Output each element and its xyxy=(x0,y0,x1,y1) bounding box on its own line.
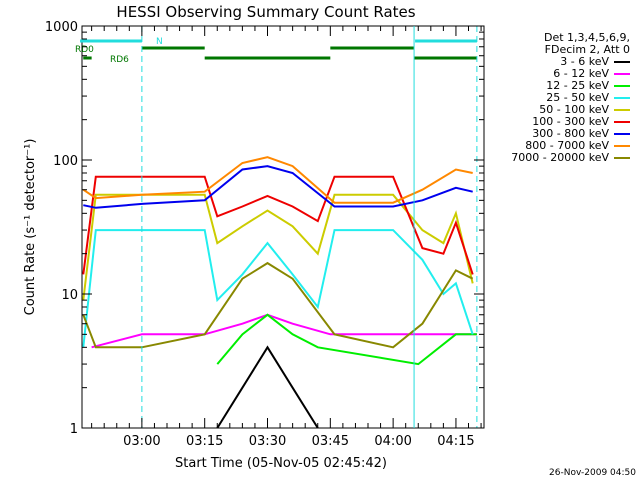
legend-swatch-4 xyxy=(614,109,630,111)
legend-swatch-7 xyxy=(614,145,630,147)
legend-label-4: 50 - 100 keV xyxy=(539,103,609,116)
legend-header-1: FDecim 2, Att 0 xyxy=(544,43,630,56)
legend-entry-4: 50 - 100 keV xyxy=(539,104,630,115)
legend-label-2: 12 - 25 keV xyxy=(546,79,609,92)
series-line-2 xyxy=(216,313,477,366)
series-line-6 xyxy=(83,165,473,209)
legend-label-5: 100 - 300 keV xyxy=(532,115,609,128)
y-axis-label: Count Rate (s⁻¹ detector⁻¹) xyxy=(23,139,38,316)
y-tick-label-2: 100 xyxy=(53,154,78,169)
legend-entry-8: 7000 - 20000 keV xyxy=(511,152,630,163)
flag-rd6-label: RD6 xyxy=(110,55,129,65)
legend-entry-2: 12 - 25 keV xyxy=(546,80,630,91)
series-line-4 xyxy=(82,193,474,301)
legend-label-0: 3 - 6 keV xyxy=(560,55,609,68)
series-line-1 xyxy=(91,313,477,349)
legend-label-1: 6 - 12 keV xyxy=(553,67,609,80)
y-tick-label-1: 10 xyxy=(61,288,78,303)
axes-layer: 1 10 100 1000 03:00 03:15 03:30 03:45 04:00 04:15 xyxy=(45,20,484,449)
series-layer xyxy=(82,156,477,429)
flags-layer: N RD0 RD6 xyxy=(75,26,478,428)
legend-label-7: 800 - 7000 keV xyxy=(525,139,609,152)
x-axis-label: Start Time (05-Nov-05 02:45:42) xyxy=(175,456,387,471)
legend-entry-5: 100 - 300 keV xyxy=(532,116,630,127)
legend-label-6: 300 - 800 keV xyxy=(532,127,609,140)
legend-swatch-6 xyxy=(614,133,630,135)
x-tick-label-2: 03:30 xyxy=(249,434,286,449)
series-line-8 xyxy=(82,261,474,349)
x-tick-label-0: 03:00 xyxy=(123,434,160,449)
legend-swatch-5 xyxy=(614,121,630,123)
legend-entry-0: 3 - 6 keV xyxy=(560,56,630,67)
legend-entry-6: 300 - 800 keV xyxy=(532,128,630,139)
x-tick-label-5: 04:15 xyxy=(437,434,474,449)
flag-n-label: N xyxy=(156,37,163,47)
legend-label-3: 25 - 50 keV xyxy=(546,91,609,104)
series-line-7 xyxy=(82,156,473,204)
legend-entry-7: 800 - 7000 keV xyxy=(525,140,630,151)
legend-swatch-0 xyxy=(614,61,630,63)
series-line-0 xyxy=(216,345,319,429)
flag-rd0-label: RD0 xyxy=(75,45,94,55)
legend-entry-3: 25 - 50 keV xyxy=(546,92,630,103)
legend-swatch-8 xyxy=(614,157,630,159)
x-tick-label-1: 03:15 xyxy=(186,434,223,449)
x-tick-label-3: 03:45 xyxy=(312,434,349,449)
y-tick-label-3: 1000 xyxy=(45,20,78,35)
plot-frame xyxy=(81,25,485,429)
legend-entry-1: 6 - 12 keV xyxy=(553,68,630,79)
series-line-5 xyxy=(82,175,474,275)
x-tick-label-4: 04:00 xyxy=(374,434,411,449)
legend-swatch-3 xyxy=(614,97,630,99)
legend-swatch-1 xyxy=(614,73,630,75)
chart-title: HESSI Observing Summary Count Rates xyxy=(116,3,415,21)
y-tick-label-0: 1 xyxy=(70,422,78,437)
series-line-3 xyxy=(82,229,474,348)
legend-swatch-2 xyxy=(614,85,630,87)
legend-header-0: Det 1,3,4,5,6,9, xyxy=(543,31,630,44)
timestamp: 26-Nov-2009 04:50 xyxy=(549,468,636,478)
legend-label-8: 7000 - 20000 keV xyxy=(511,151,609,164)
